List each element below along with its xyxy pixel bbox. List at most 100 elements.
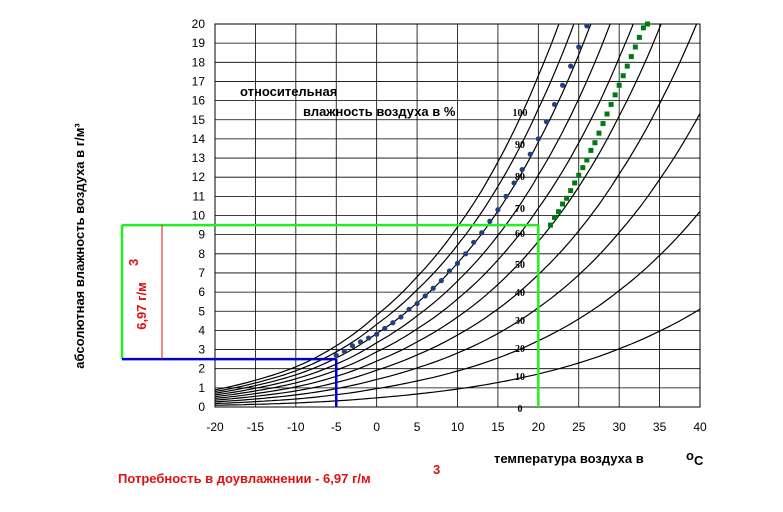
green-series-point (568, 188, 574, 194)
rh-label: 30 (515, 316, 525, 327)
green-series-point (640, 25, 646, 31)
blue-series-point (438, 278, 444, 284)
x-tick-label: 20 (532, 420, 546, 434)
green-series-point (592, 140, 598, 146)
difference-label: 6,97 г/м 3 (126, 259, 149, 330)
x-tick-label: -20 (206, 420, 224, 434)
difference-label-sup: 3 (126, 259, 141, 266)
rh-label: 40 (515, 288, 525, 299)
rh-curve-60 (215, 24, 634, 398)
x-axis-label: температура воздуха в (494, 451, 644, 466)
y-tick-label: 18 (192, 55, 206, 69)
blue-series-point (479, 230, 485, 236)
blue-series-point (543, 119, 550, 125)
y-tick-label: 8 (198, 247, 205, 261)
green-series-point (624, 63, 630, 69)
x-tick-label: 25 (572, 420, 586, 434)
blue-series-point (535, 136, 541, 142)
green-series-point (596, 130, 602, 136)
blue-series-point (584, 23, 590, 29)
difference-label-text: 6,97 г/м (134, 282, 149, 330)
y-tick-label: 17 (192, 74, 206, 88)
y-tick-label: 12 (192, 170, 206, 184)
green-series-point (632, 44, 638, 50)
y-tick-label: 4 (198, 323, 205, 337)
blue-series-point (576, 44, 582, 50)
y-tick-label: 19 (192, 36, 206, 50)
green-series-point (636, 34, 642, 40)
green-series-point (576, 172, 582, 178)
blue-series-point (462, 251, 469, 257)
blue-series-point (365, 335, 372, 341)
y-axis-label: абсолютная влажность воздуха в г/м³ (72, 123, 87, 369)
blue-series-point (551, 101, 558, 108)
legend-title-line2: влажность воздуха в % (303, 104, 456, 119)
x-tick-label: 30 (612, 420, 626, 434)
y-tick-label: 10 (192, 209, 206, 223)
blue-series-point (471, 239, 477, 245)
rh-curve-70 (215, 24, 611, 396)
blue-series-point (390, 320, 396, 326)
blue-series-point (454, 260, 461, 266)
rh-curve-20 (215, 210, 700, 405)
green-series-point (580, 165, 586, 171)
blue-series-point (357, 339, 364, 345)
y-tick-label: 6 (198, 285, 205, 299)
blue-series-point (341, 348, 347, 355)
grid (214, 23, 701, 408)
blue-series-point (398, 314, 404, 320)
rh-curve-90 (215, 24, 575, 393)
y-tick-label: 0 (198, 400, 205, 414)
rh-curve-40 (215, 24, 698, 401)
y-tick-label: 11 (193, 189, 206, 203)
blue-series-point (568, 63, 574, 69)
green-series-point (560, 201, 566, 207)
x-axis-unit-sup: o (686, 448, 694, 463)
x-tick-label: 10 (451, 420, 465, 434)
green-series-point (608, 101, 614, 107)
rh-label: 80 (515, 172, 525, 183)
y-tick-label: 3 (198, 343, 205, 357)
y-tick-label: 16 (192, 94, 206, 108)
green-series-point (556, 209, 562, 215)
blue-series-point (382, 325, 388, 332)
x-tick-label: 0 (373, 420, 380, 434)
blue-series-point (349, 343, 356, 349)
highlight-boxes (120, 223, 540, 407)
green-series-point (620, 73, 626, 79)
rh-label: 100 (513, 108, 528, 119)
green-series-point (588, 147, 594, 153)
green-series-point (604, 111, 610, 117)
green-series-point (584, 157, 590, 163)
blue-series-point (519, 166, 525, 173)
rh-label: 0 (518, 404, 523, 415)
x-tick-label: -10 (287, 420, 305, 434)
y-tick-label: 15 (192, 113, 206, 127)
rh-curve-100 (215, 24, 560, 391)
plot-frame (214, 23, 701, 408)
rh-curve-10 (215, 308, 700, 406)
y-tick-label: 20 (192, 17, 206, 31)
blue-series-point (446, 268, 453, 274)
x-tick-label: 35 (653, 420, 667, 434)
x-tick-label: 15 (491, 420, 505, 434)
footer-sup: 3 (433, 462, 440, 477)
blue-series-point (414, 300, 420, 307)
blue-series-point (559, 82, 566, 88)
rh-curve-50 (215, 24, 662, 399)
green-series-point (644, 21, 650, 27)
green-series-point (547, 222, 553, 228)
green-series-point (612, 92, 618, 98)
x-axis-unit: C (694, 453, 704, 468)
rh-label: 70 (515, 204, 525, 215)
blue-series-point (333, 352, 339, 358)
y-tick-label: 14 (192, 132, 206, 146)
green-series-point (628, 54, 634, 60)
x-tick-label: 40 (693, 420, 707, 434)
rh-label: 20 (515, 344, 525, 355)
y-tick-label: 9 (198, 228, 205, 242)
x-tick-label: 5 (414, 420, 421, 434)
blue-series-point (495, 207, 501, 213)
x-tick-label: -15 (247, 420, 265, 434)
